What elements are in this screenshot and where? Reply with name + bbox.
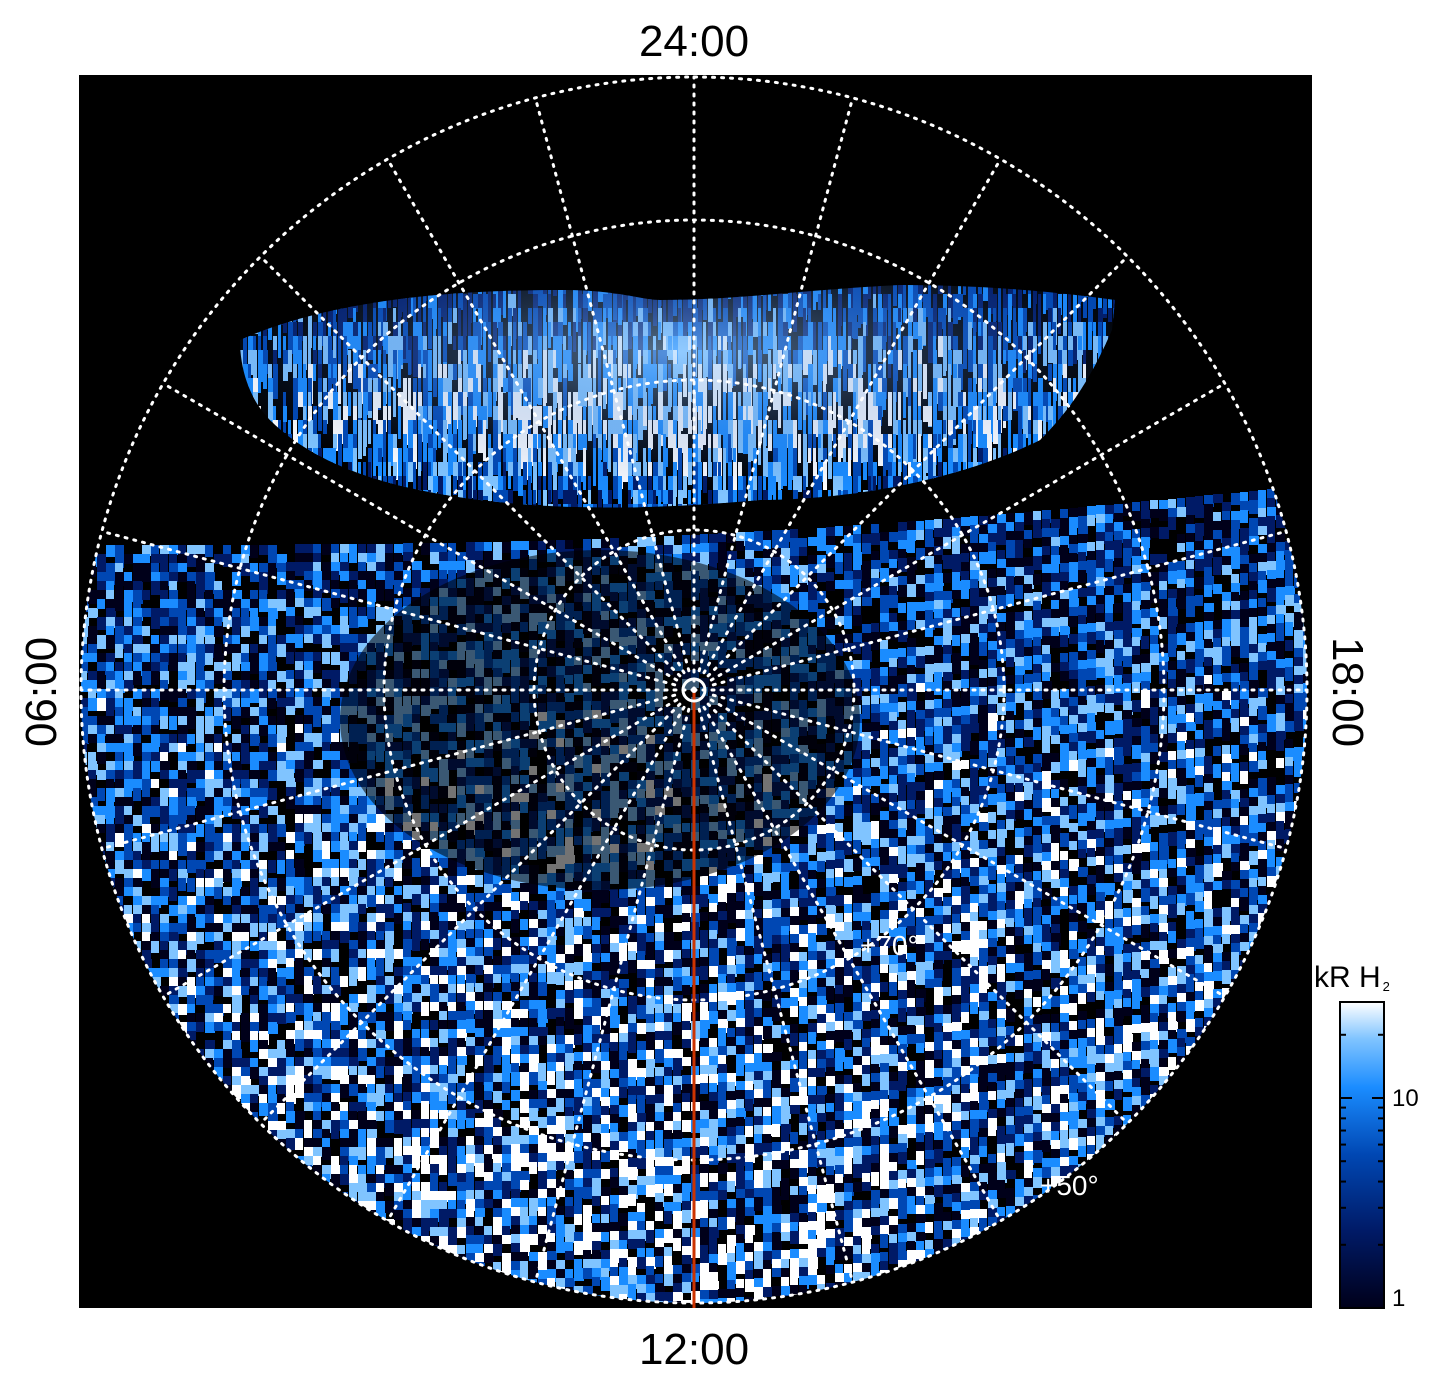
latitude-label-outer: +50° [1040, 1170, 1099, 1201]
pole-marker-inner [691, 687, 697, 693]
time-label-right: 18:00 [1323, 637, 1372, 747]
colorbar-tick-label-low: 1 [1392, 1285, 1405, 1312]
colorbar-ticks [1340, 1033, 1384, 1246]
time-label-left: 06:00 [17, 637, 66, 747]
time-label-top: 24:00 [639, 17, 749, 66]
colorbar-tick-label-high: 10 [1392, 1085, 1419, 1112]
pole-marker-outer [681, 677, 707, 703]
time-label-bottom: 12:00 [639, 1325, 749, 1374]
latitude-label-inner: +70° [860, 930, 919, 961]
colorbar-gradient [1339, 1001, 1385, 1309]
